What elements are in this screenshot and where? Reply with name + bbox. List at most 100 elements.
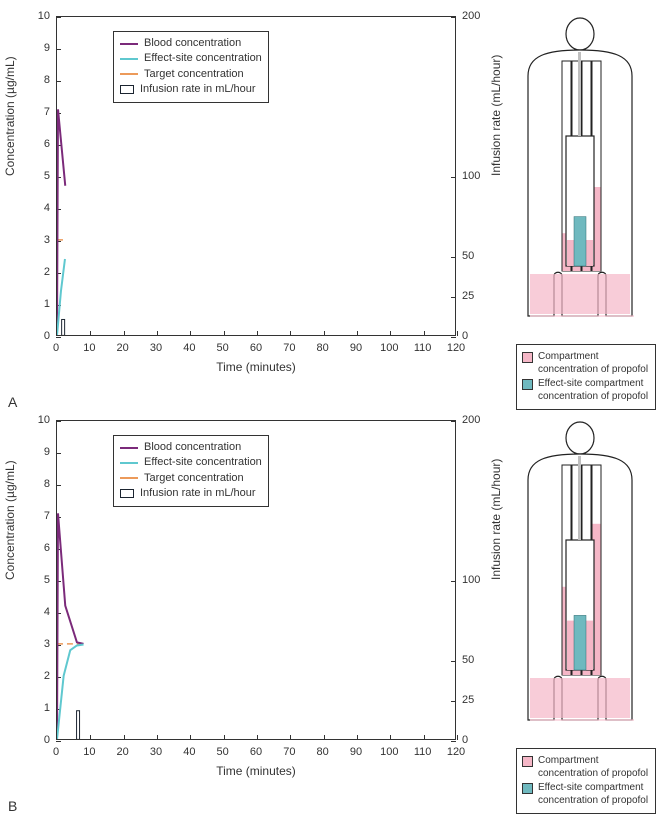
y-right-tick: 0 [462, 734, 468, 746]
panel-letter: A [8, 394, 17, 410]
x-tick: 70 [283, 746, 295, 758]
y-left-tick: 5 [44, 574, 50, 586]
legend-row: Blood concentration [120, 440, 262, 455]
y-right-tick: 200 [462, 10, 480, 22]
chart-legend: Blood concentrationEffect-site concentra… [113, 31, 269, 103]
body-legend-row: Effect-site compartment concentration of… [522, 782, 650, 807]
y-left-tick: 2 [44, 266, 50, 278]
x-tick: 100 [380, 342, 398, 354]
y-left-tick: 6 [44, 542, 50, 554]
y-right-tick: 25 [462, 694, 474, 706]
body-legend-label: Compartment concentration of propofol [538, 351, 650, 376]
inf-swatch [120, 489, 134, 498]
y-left-tick: 3 [44, 234, 50, 246]
legend-label: Blood concentration [144, 440, 241, 455]
y-left-tick: 9 [44, 446, 50, 458]
y-left-tick: 2 [44, 670, 50, 682]
y-left-tick: 10 [38, 414, 50, 426]
y-left-tick: 8 [44, 74, 50, 86]
legend-row: Infusion rate in mL/hour [120, 82, 262, 97]
legend-row: Blood concentration [120, 36, 262, 51]
y-left-tick: 4 [44, 606, 50, 618]
x-tick: 120 [447, 746, 465, 758]
y-left-tick: 5 [44, 170, 50, 182]
y-right-tick: 50 [462, 654, 474, 666]
infusion-bar [77, 711, 80, 740]
body-legend-label: Effect-site compartment concentration of… [538, 782, 650, 807]
x-label: Time (minutes) [216, 360, 296, 374]
panel-B: 012345678910Blood concentrationEffect-si… [8, 412, 655, 816]
y-axis-right: 02550100200 [456, 16, 492, 336]
target-swatch [120, 477, 138, 479]
y-left-tick: 9 [44, 42, 50, 54]
y-left-tick: 3 [44, 638, 50, 650]
body-diagram [516, 420, 646, 740]
legend-label: Effect-site concentration [144, 51, 262, 66]
panel-letter: B [8, 798, 17, 814]
x-tick: 20 [117, 342, 129, 354]
body-diagram-wrap [516, 420, 646, 740]
x-tick: 0 [53, 746, 59, 758]
x-tick: 90 [350, 746, 362, 758]
body-legend-label: Effect-site compartment concentration of… [538, 378, 650, 403]
x-tick: 110 [414, 746, 432, 758]
effect-swatch [120, 462, 138, 464]
x-tick: 70 [283, 342, 295, 354]
blood-curve [57, 109, 65, 335]
x-tick: 10 [83, 746, 95, 758]
pink-swatch [522, 352, 533, 363]
body-legend: Compartment concentration of propofolEff… [516, 748, 656, 814]
y-axis-right: 02550100200 [456, 420, 492, 740]
body-legend-row: Compartment concentration of propofol [522, 351, 650, 376]
blood-swatch [120, 43, 138, 45]
y-left-tick: 6 [44, 138, 50, 150]
y-left-tick: 1 [44, 298, 50, 310]
blood-swatch [120, 447, 138, 449]
body-diagram-wrap [516, 16, 646, 336]
y-left-tick: 7 [44, 510, 50, 522]
y-right-tick: 0 [462, 330, 468, 342]
y-left-tick: 1 [44, 702, 50, 714]
x-tick: 110 [414, 342, 432, 354]
x-label: Time (minutes) [216, 764, 296, 778]
chart-plot-area: Blood concentrationEffect-site concentra… [56, 16, 456, 336]
legend-row: Target concentration [120, 67, 262, 82]
y-left-tick: 4 [44, 202, 50, 214]
x-tick: 50 [217, 342, 229, 354]
y-left-tick: 0 [44, 330, 50, 342]
y-right-tick: 100 [462, 574, 480, 586]
body-diagram [516, 16, 646, 336]
panel-A: 012345678910Blood concentrationEffect-si… [8, 8, 655, 412]
legend-row: Effect-site concentration [120, 51, 262, 66]
x-tick: 60 [250, 746, 262, 758]
x-tick: 100 [380, 746, 398, 758]
x-tick: 90 [350, 342, 362, 354]
legend-label: Target concentration [144, 67, 244, 82]
x-tick: 10 [83, 342, 95, 354]
x-tick: 40 [183, 746, 195, 758]
y-right-tick: 50 [462, 250, 474, 262]
inf-swatch [120, 85, 134, 94]
target-swatch [120, 73, 138, 75]
legend-label: Blood concentration [144, 36, 241, 51]
y-left-tick: 7 [44, 106, 50, 118]
legend-label: Infusion rate in mL/hour [140, 486, 256, 501]
legend-row: Target concentration [120, 471, 262, 486]
y-left-label: Concentration (µg/mL) [3, 56, 17, 176]
x-tick: 80 [317, 342, 329, 354]
chart-legend: Blood concentrationEffect-site concentra… [113, 435, 269, 507]
x-tick: 60 [250, 342, 262, 354]
legend-label: Infusion rate in mL/hour [140, 82, 256, 97]
pink-swatch [522, 756, 533, 767]
x-tick: 80 [317, 746, 329, 758]
teal-swatch [522, 783, 533, 794]
y-left-tick: 0 [44, 734, 50, 746]
x-tick: 0 [53, 342, 59, 354]
y-right-tick: 200 [462, 414, 480, 426]
effect-swatch [120, 58, 138, 60]
y-right-tick: 100 [462, 170, 480, 182]
legend-label: Effect-site concentration [144, 455, 262, 470]
legend-row: Infusion rate in mL/hour [120, 486, 262, 501]
legend-label: Target concentration [144, 471, 244, 486]
x-tick: 30 [150, 746, 162, 758]
